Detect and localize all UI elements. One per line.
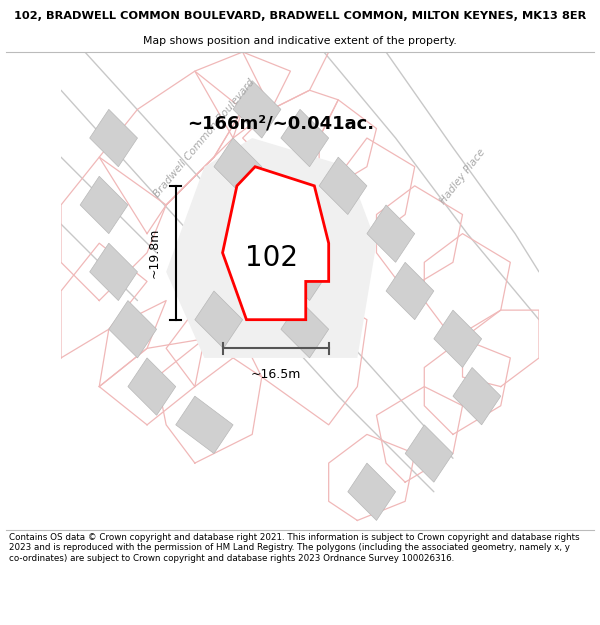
Polygon shape [128, 358, 176, 415]
Polygon shape [89, 109, 137, 167]
Text: 102: 102 [245, 244, 298, 271]
Polygon shape [405, 425, 453, 483]
Polygon shape [166, 138, 376, 358]
Polygon shape [80, 176, 128, 234]
Text: Bradwell Common Boulevard: Bradwell Common Boulevard [152, 77, 257, 199]
Polygon shape [453, 368, 501, 425]
Polygon shape [214, 138, 262, 196]
Text: Contains OS data © Crown copyright and database right 2021. This information is : Contains OS data © Crown copyright and d… [9, 533, 580, 562]
Polygon shape [109, 301, 157, 358]
Polygon shape [223, 167, 329, 319]
Polygon shape [348, 463, 395, 521]
Text: Hadley Place: Hadley Place [438, 147, 487, 206]
Polygon shape [176, 396, 233, 454]
Polygon shape [233, 81, 281, 138]
Polygon shape [367, 205, 415, 262]
Polygon shape [386, 262, 434, 319]
Text: 102, BRADWELL COMMON BOULEVARD, BRADWELL COMMON, MILTON KEYNES, MK13 8ER: 102, BRADWELL COMMON BOULEVARD, BRADWELL… [14, 11, 586, 21]
Polygon shape [89, 243, 137, 301]
Polygon shape [281, 243, 329, 301]
Text: ~16.5m: ~16.5m [250, 368, 301, 381]
Polygon shape [319, 157, 367, 214]
Text: ~166m²/~0.041ac.: ~166m²/~0.041ac. [187, 115, 374, 132]
Text: Map shows position and indicative extent of the property.: Map shows position and indicative extent… [143, 36, 457, 46]
Text: ~19.8m: ~19.8m [148, 228, 161, 278]
Polygon shape [281, 109, 329, 167]
Polygon shape [195, 291, 242, 348]
Polygon shape [281, 301, 329, 358]
Polygon shape [434, 310, 482, 368]
